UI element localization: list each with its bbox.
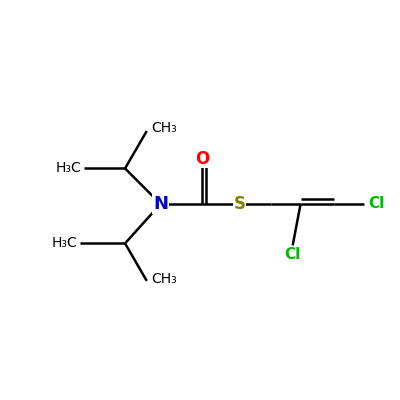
Text: O: O xyxy=(195,150,209,168)
Text: Cl: Cl xyxy=(368,196,385,212)
Text: Cl: Cl xyxy=(284,246,301,262)
Text: H₃C: H₃C xyxy=(56,162,82,176)
Text: S: S xyxy=(234,195,246,213)
Text: H₃C: H₃C xyxy=(52,236,78,250)
Text: CH₃: CH₃ xyxy=(152,272,177,286)
Text: CH₃: CH₃ xyxy=(152,121,177,135)
Text: N: N xyxy=(153,195,168,213)
